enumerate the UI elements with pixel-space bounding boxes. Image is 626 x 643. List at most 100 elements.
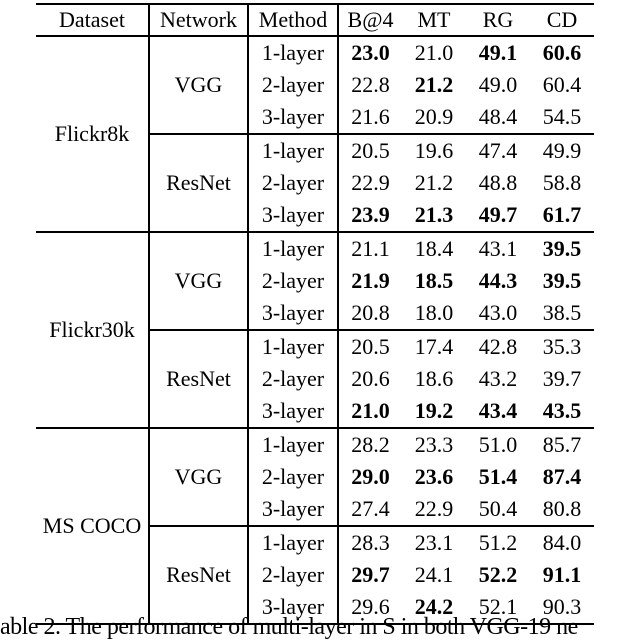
column-header-cd: CD — [530, 4, 594, 37]
metric-value: 29.7 — [351, 562, 390, 587]
results-table-header: Dataset Network Method B@4 MT RG CD — [36, 4, 594, 37]
metric-value: 21.0 — [414, 40, 454, 65]
metric-value: 39.7 — [542, 366, 582, 391]
metric-value: 49.0 — [478, 72, 518, 97]
method-cell: 1-layer — [248, 525, 339, 559]
table-row: 3-layer 20.8 18.0 43.0 38.5 — [36, 297, 594, 330]
metric-value: 21.1 — [338, 231, 402, 265]
table-row: 2-layer 21.9 18.5 44.3 39.5 — [36, 265, 594, 297]
metric-value: 23.0 — [351, 40, 390, 65]
column-header-mt: MT — [402, 4, 466, 37]
network-cell: VGG — [149, 36, 249, 134]
metric-value: 43.2 — [478, 366, 518, 391]
metric-value: 48.4 — [478, 104, 518, 129]
method-cell: 1-layer — [248, 329, 339, 363]
column-header-network: Network — [149, 4, 249, 37]
method-cell: 3-layer — [248, 101, 339, 134]
method-cell: 3-layer — [248, 395, 339, 428]
metric-value: 60.6 — [542, 40, 582, 65]
metric-value: 21.6 — [351, 104, 390, 129]
metric-value: 61.7 — [542, 202, 582, 227]
network-cell: ResNet — [149, 133, 249, 232]
network-cell: ResNet — [149, 329, 249, 428]
metric-value: 44.3 — [478, 268, 518, 293]
metric-value: 21.3 — [414, 202, 454, 227]
column-header-dataset: Dataset — [36, 4, 150, 37]
metric-value: 43.1 — [466, 231, 530, 265]
header-row: Dataset Network Method B@4 MT RG CD — [36, 4, 594, 37]
table-row: 2-layer 22.9 21.2 48.8 58.8 — [36, 167, 594, 199]
metric-value: 18.5 — [414, 268, 454, 293]
column-header-method: Method — [248, 4, 339, 37]
table-row: 2-layer 29.0 23.6 51.4 87.4 — [36, 461, 594, 493]
metric-value: 24.2 — [414, 594, 454, 619]
metric-value: 51.4 — [478, 464, 518, 489]
metric-value: 21.0 — [351, 398, 390, 423]
metric-value: 43.0 — [478, 300, 518, 325]
metric-value: 20.8 — [351, 300, 390, 325]
table-row: 2-layer 22.8 21.2 49.0 60.4 — [36, 69, 594, 101]
metric-value: 43.5 — [542, 398, 582, 423]
metric-value: 91.1 — [542, 562, 582, 587]
metric-value: 85.7 — [530, 427, 594, 461]
metric-value: 90.3 — [542, 594, 582, 619]
method-cell: 1-layer — [248, 133, 339, 167]
table-row: 2-layer 29.7 24.1 52.2 91.1 — [36, 559, 594, 591]
metric-value: 24.1 — [414, 562, 454, 587]
metric-value: 49.7 — [478, 202, 518, 227]
method-cell: 1-layer — [248, 427, 339, 461]
metric-value: 19.2 — [414, 398, 454, 423]
metric-value: 54.5 — [542, 104, 582, 129]
network-cell: VGG — [149, 231, 249, 330]
metric-value: 29.0 — [351, 464, 390, 489]
metric-value: 23.1 — [402, 525, 466, 559]
column-header-b-4: B@4 — [338, 4, 402, 37]
metric-value: 18.6 — [414, 366, 454, 391]
method-cell: 2-layer — [248, 265, 339, 297]
metric-value: 48.8 — [478, 170, 518, 195]
metric-value: 18.4 — [402, 231, 466, 265]
metric-value: 21.9 — [351, 268, 390, 293]
method-cell: 2-layer — [248, 167, 339, 199]
method-cell: 3-layer — [248, 297, 339, 330]
metric-value: 51.2 — [466, 525, 530, 559]
metric-value: 22.9 — [351, 170, 390, 195]
metric-value: 35.3 — [530, 329, 594, 363]
table-row: 3-layer 23.9 21.3 49.7 61.7 — [36, 199, 594, 232]
metric-value: 28.3 — [338, 525, 402, 559]
table-row: 3-layer 29.6 24.2 52.1 90.3 — [36, 591, 594, 624]
table-row: Flickr30k VGG 1-layer 21.1 18.4 43.1 39.5 — [36, 231, 594, 428]
metric-value: 42.8 — [466, 329, 530, 363]
metric-value: 23.3 — [402, 427, 466, 461]
metric-value: 21.2 — [414, 170, 454, 195]
metric-value: 52.1 — [478, 594, 518, 619]
metric-value: 21.2 — [414, 72, 454, 97]
network-cell: VGG — [149, 427, 249, 526]
metric-value: 22.9 — [414, 496, 454, 521]
dataset-cell: Flickr30k — [36, 231, 150, 428]
metric-value: 20.5 — [338, 329, 402, 363]
metric-value: 38.5 — [542, 300, 582, 325]
method-cell: 3-layer — [248, 199, 339, 232]
metric-value: 20.9 — [414, 104, 454, 129]
metric-value: 39.5 — [542, 268, 582, 293]
table-row: 3-layer 21.0 19.2 43.4 43.5 — [36, 395, 594, 428]
metric-value: 28.2 — [338, 427, 402, 461]
column-header-rg: RG — [466, 4, 530, 37]
results-table: Dataset Network Method B@4 MT RG CD Flickr8k VG… — [36, 3, 594, 625]
metric-value: 49.9 — [530, 133, 594, 167]
metric-value: 60.4 — [542, 72, 582, 97]
metric-value: 39.5 — [530, 231, 594, 265]
table-row: ResNet 1-layer 28.3 23.1 51.2 84.0 — [36, 525, 594, 624]
metric-value: 52.2 — [478, 562, 518, 587]
table-row: MS COCO VGG 1-layer 28.2 23.3 51.0 85.7 — [36, 427, 594, 624]
metric-value: 58.8 — [542, 170, 582, 195]
metric-value: 23.9 — [351, 202, 390, 227]
table-row: 2-layer 20.6 18.6 43.2 39.7 — [36, 363, 594, 395]
table-row: 3-layer 21.6 20.9 48.4 54.5 — [36, 101, 594, 134]
results-table-body: Flickr8k VGG 1-layer 23.0 21.0 49.1 60.6 2-laye… — [36, 36, 594, 624]
metric-value: 20.5 — [338, 133, 402, 167]
table-row: ResNet 1-layer 20.5 17.4 42.8 35.3 — [36, 329, 594, 428]
metric-value: 47.4 — [466, 133, 530, 167]
method-cell: 2-layer — [248, 559, 339, 591]
